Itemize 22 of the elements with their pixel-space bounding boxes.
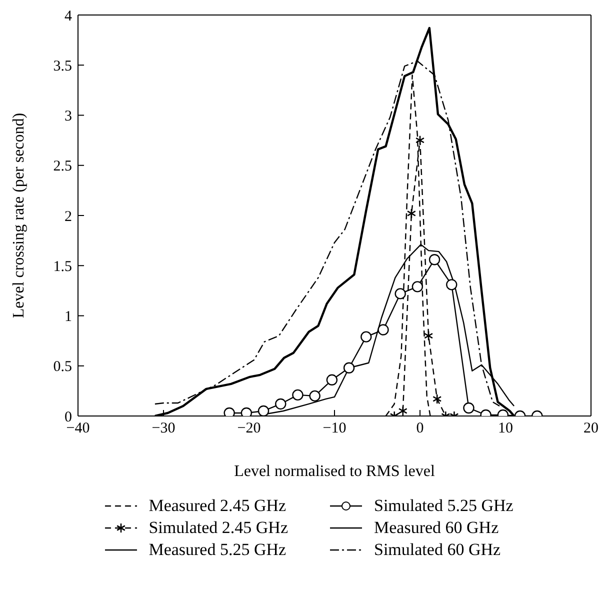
y-tick-label: 1 bbox=[64, 309, 72, 326]
x-tick-label: −20 bbox=[237, 420, 261, 437]
x-tick-label: 20 bbox=[584, 420, 598, 437]
legend-label: Simulated 2.45 GHz bbox=[148, 518, 288, 538]
legend-label: Measured 2.45 GHz bbox=[148, 496, 286, 516]
y-tick-label: 3.5 bbox=[53, 58, 72, 74]
y-axis-title: Level crossing rate (per second) bbox=[10, 112, 28, 318]
y-tick-label: 0.5 bbox=[53, 359, 72, 376]
legend-label: Simulated 60 GHz bbox=[374, 540, 501, 560]
legend-label: Measured 5.25 GHz bbox=[148, 540, 286, 560]
legend-label: Measured 60 GHz bbox=[374, 518, 499, 538]
x-tick-label: −10 bbox=[322, 420, 346, 437]
y-tick-label: 3 bbox=[64, 108, 72, 125]
legend-label: Simulated 5.25 GHz bbox=[374, 496, 514, 516]
x-axis-title: Level normalised to RMS level bbox=[234, 463, 436, 480]
x-tick-label: 10 bbox=[498, 420, 513, 437]
y-tick-label: 2.5 bbox=[53, 158, 72, 175]
y-tick-label: 1.5 bbox=[53, 258, 72, 275]
y-tick-label: 2 bbox=[64, 208, 72, 225]
x-tick-label: 0 bbox=[416, 420, 424, 437]
x-tick-label: −30 bbox=[152, 420, 176, 437]
y-tick-label: 4 bbox=[64, 8, 72, 24]
